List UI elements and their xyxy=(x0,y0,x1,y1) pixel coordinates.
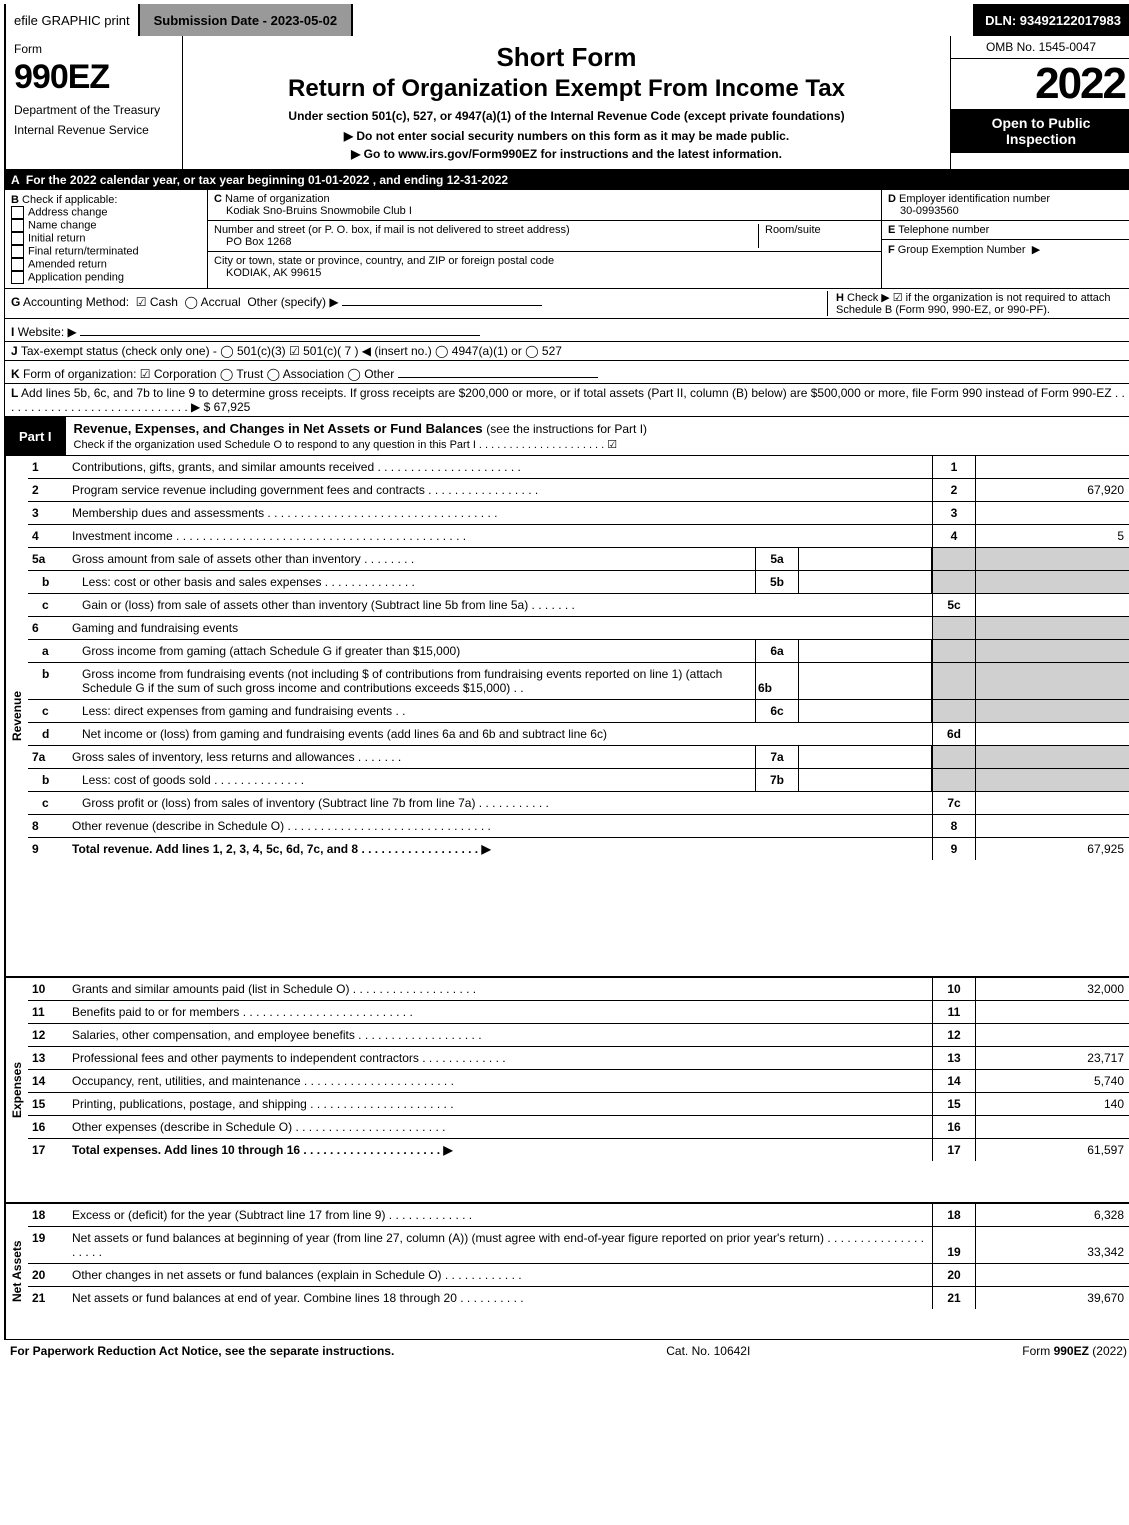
line-I: I Website: ▶ xyxy=(4,319,1129,342)
line-GH: G Accounting Method: ☑ Cash ◯ Accrual Ot… xyxy=(4,289,1129,319)
val-4: 5 xyxy=(975,525,1129,547)
val-20 xyxy=(975,1264,1129,1286)
val-3 xyxy=(975,502,1129,524)
cat-no: Cat. No. 10642I xyxy=(666,1344,750,1358)
open-public: Open to Public Inspection xyxy=(951,109,1129,153)
form-number: 990EZ xyxy=(14,58,174,97)
name-change-check[interactable] xyxy=(11,219,24,232)
instructions-link[interactable]: ▶ Go to www.irs.gov/Form990EZ for instru… xyxy=(191,147,942,161)
initial-return-check[interactable] xyxy=(11,232,24,245)
val-10: 32,000 xyxy=(975,978,1129,1000)
line-L: L Add lines 5b, 6c, and 7b to line 9 to … xyxy=(4,384,1129,417)
room-suite: Room/suite xyxy=(758,224,875,248)
line-J: J Tax-exempt status (check only one) - ◯… xyxy=(4,342,1129,361)
irs-label: Internal Revenue Service xyxy=(14,123,174,137)
val-1 xyxy=(975,456,1129,478)
final-return-check[interactable] xyxy=(11,245,24,258)
val-21: 39,670 xyxy=(975,1287,1129,1309)
org-address: PO Box 1268 xyxy=(214,236,291,248)
section-BCDEF: B Check if applicable: Address change Na… xyxy=(4,190,1129,289)
form-title-1: Short Form xyxy=(191,42,942,73)
val-18: 6,328 xyxy=(975,1204,1129,1226)
val-19: 33,342 xyxy=(975,1227,1129,1263)
form-label: Form xyxy=(14,42,174,56)
submission-date: Submission Date - 2023-05-02 xyxy=(140,4,354,36)
form-ref: Form 990EZ (2022) xyxy=(1022,1344,1127,1358)
expenses-rot: Expenses xyxy=(5,978,28,1202)
ssn-warning: ▶ Do not enter social security numbers o… xyxy=(191,129,942,143)
B-head: Check if applicable: xyxy=(22,194,117,206)
val-13: 23,717 xyxy=(975,1047,1129,1069)
part1-table: Revenue 1Contributions, gifts, grants, a… xyxy=(4,456,1129,1340)
H-text: Check ▶ ☑ if the organization is not req… xyxy=(836,292,1111,316)
form-subtitle: Under section 501(c), 527, or 4947(a)(1)… xyxy=(191,109,942,123)
revenue-rot: Revenue xyxy=(5,456,28,976)
line-A: A For the 2022 calendar year, or tax yea… xyxy=(4,171,1129,190)
addr-change-check[interactable] xyxy=(11,206,24,219)
amended-return-check[interactable] xyxy=(11,258,24,271)
val-16 xyxy=(975,1116,1129,1138)
org-name: Kodiak Sno-Bruins Snowmobile Club I xyxy=(214,205,412,217)
val-7c xyxy=(975,792,1129,814)
val-5c xyxy=(975,594,1129,616)
org-city: KODIAK, AK 99615 xyxy=(214,267,321,279)
omb-number: OMB No. 1545-0047 xyxy=(951,36,1129,59)
paperwork-notice: For Paperwork Reduction Act Notice, see … xyxy=(10,1344,394,1358)
page-footer: For Paperwork Reduction Act Notice, see … xyxy=(4,1340,1129,1362)
val-11 xyxy=(975,1001,1129,1023)
val-12 xyxy=(975,1024,1129,1046)
tax-year: 2022 xyxy=(951,59,1129,109)
val-14: 5,740 xyxy=(975,1070,1129,1092)
dept-treasury: Department of the Treasury xyxy=(14,103,174,117)
line-K: K Form of organization: ☑ Corporation ◯ … xyxy=(4,361,1129,384)
app-pending-check[interactable] xyxy=(11,271,24,284)
part-1-header: Part I Revenue, Expenses, and Changes in… xyxy=(4,417,1129,456)
val-15: 140 xyxy=(975,1093,1129,1115)
top-bar: efile GRAPHIC print Submission Date - 20… xyxy=(4,4,1129,36)
val-8 xyxy=(975,815,1129,837)
netassets-rot: Net Assets xyxy=(5,1204,28,1339)
form-title-2: Return of Organization Exempt From Incom… xyxy=(191,75,942,103)
efile-label[interactable]: efile GRAPHIC print xyxy=(6,4,140,36)
dln: DLN: 93492122017983 xyxy=(975,4,1129,36)
form-header: Form 990EZ Department of the Treasury In… xyxy=(4,36,1129,171)
ein: 30-0993560 xyxy=(888,205,959,217)
val-9: 67,925 xyxy=(975,838,1129,860)
val-17: 61,597 xyxy=(975,1139,1129,1161)
val-6d xyxy=(975,723,1129,745)
val-2: 67,920 xyxy=(975,479,1129,501)
